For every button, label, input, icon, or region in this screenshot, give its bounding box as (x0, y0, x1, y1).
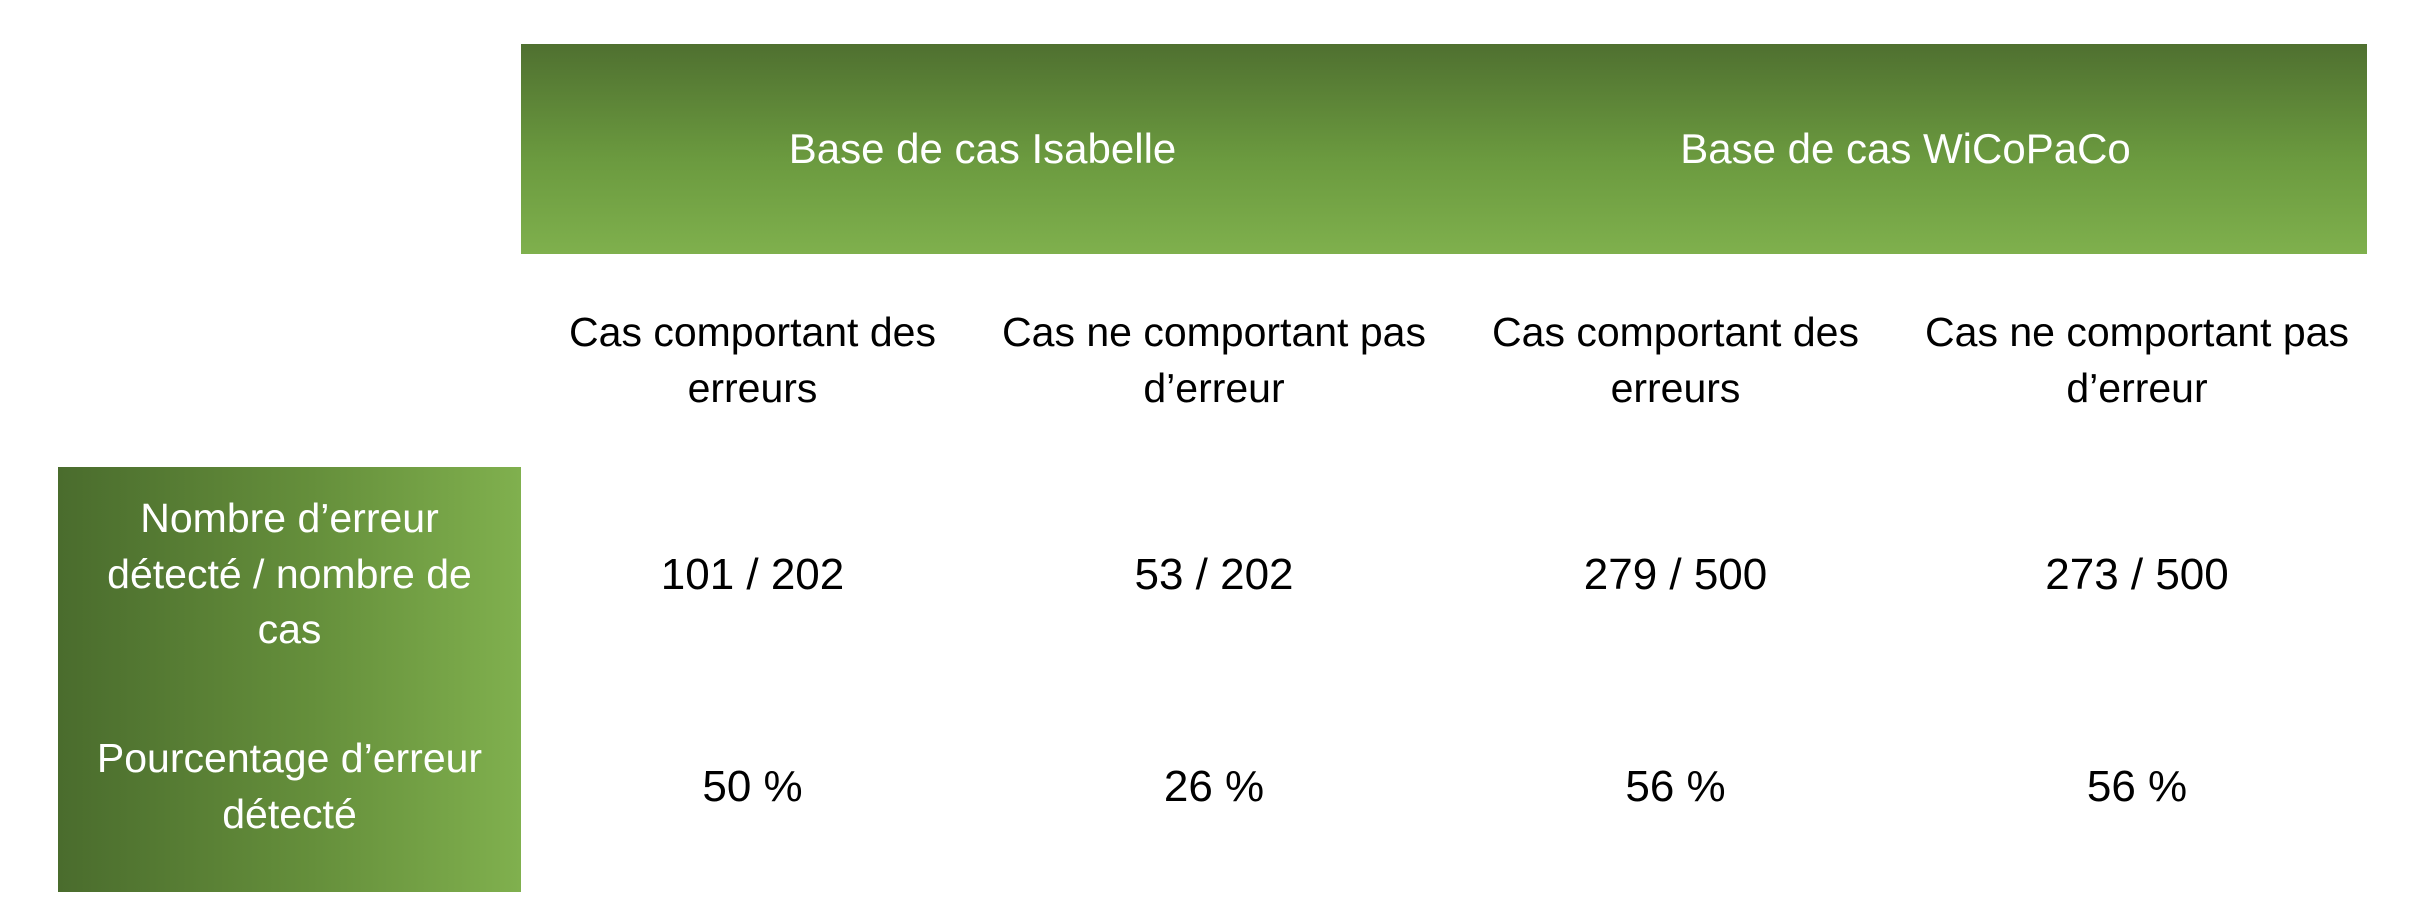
row-header-detected-count: Nombre d’erreur détecté / nombre de cas (107, 494, 472, 653)
group-header-isabelle: Base de cas Isabelle (788, 125, 1177, 173)
table-cell: 101 / 202 (660, 549, 845, 599)
table-cell: 56 % (1625, 762, 1726, 812)
column-header-isabelle-no-error: Cas ne comportant pas d’erreur (1002, 308, 1426, 411)
table-cell: 53 / 202 (1134, 549, 1294, 599)
table-cell: 273 / 500 (2045, 549, 2229, 599)
group-header-wicopaco: Base de cas WiCoPaCo (1680, 125, 2131, 173)
table-cell: 50 % (702, 762, 803, 812)
top-header-band (521, 44, 2367, 254)
table-cell: 56 % (2086, 762, 2188, 812)
table-cell: 26 % (1163, 762, 1265, 812)
column-header-wicopaco-no-error: Cas ne comportant pas d’erreur (1925, 308, 2349, 411)
column-header-wicopaco-errors: Cas comportant des erreurs (1492, 308, 1859, 411)
table-cell: 279 / 500 (1583, 549, 1768, 599)
column-header-isabelle-errors: Cas comportant des erreurs (569, 308, 936, 411)
row-header-detected-percentage: Pourcentage d’erreur détecté (96, 735, 483, 837)
row-header-band (58, 467, 521, 892)
